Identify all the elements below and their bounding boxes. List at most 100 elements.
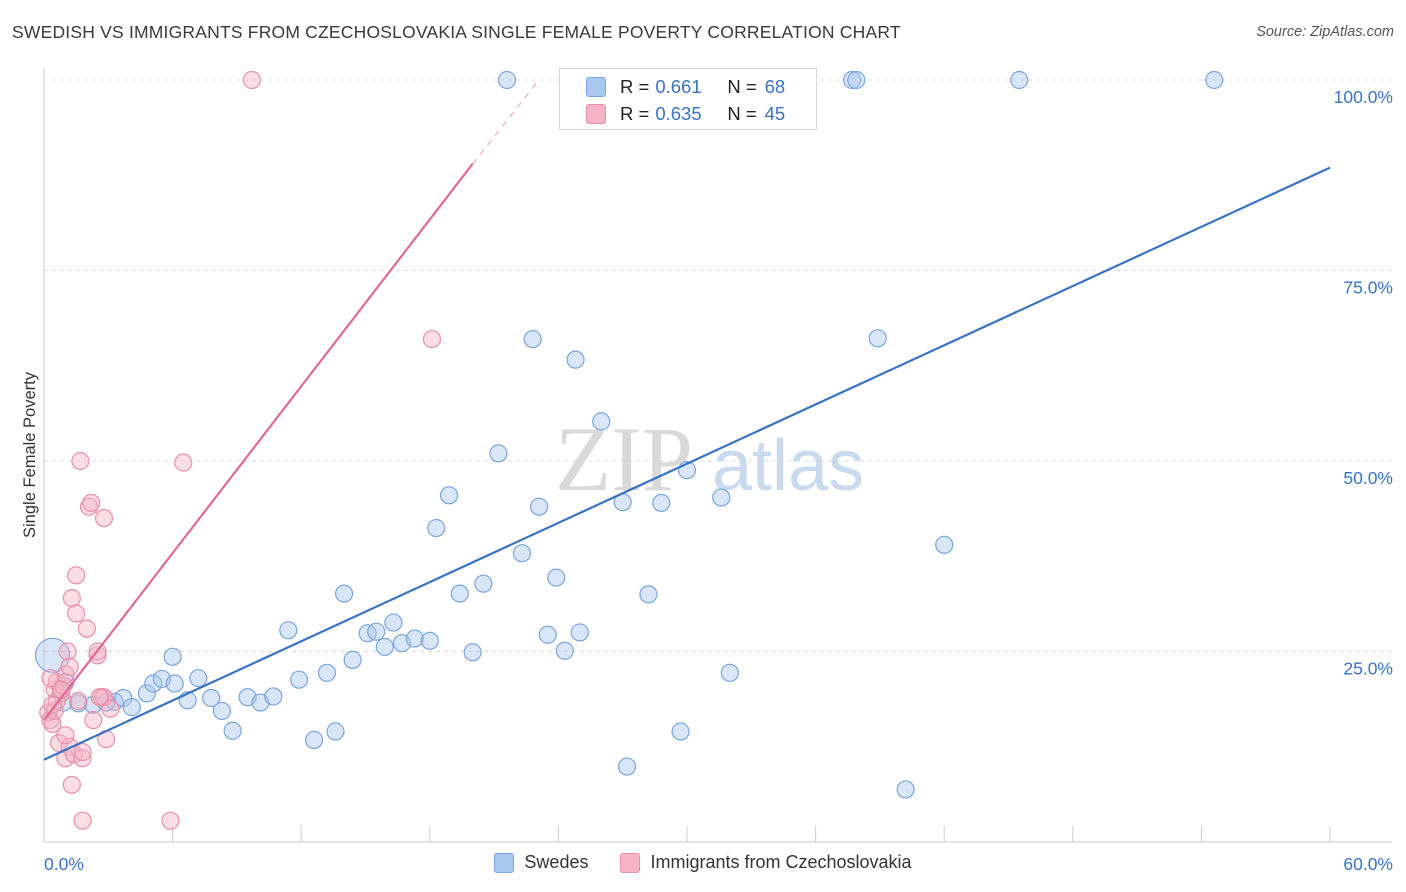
data-point-swedes [1010, 70, 1029, 90]
chart-source: Source: ZipAtlas.com [1256, 24, 1394, 40]
data-point-swedes [1205, 70, 1224, 90]
data-point-swedes [450, 584, 469, 603]
data-point-swedes [289, 670, 309, 689]
data-point-swedes [935, 535, 954, 554]
data-point-swedes [842, 70, 862, 90]
data-point-czech [69, 691, 88, 711]
data-point-swedes [144, 674, 163, 693]
data-point-swedes [566, 350, 585, 369]
data-point-swedes [343, 650, 362, 669]
data-point-czech [73, 749, 92, 768]
data-point-swedes [712, 488, 731, 507]
data-point-czech [58, 642, 77, 661]
stats-n-value: 45 [764, 103, 786, 124]
data-point-czech [62, 775, 81, 794]
data-point-swedes [555, 641, 574, 660]
data-point-swedes [137, 684, 156, 703]
data-point-swedes [223, 721, 242, 740]
data-point-swedes [163, 647, 182, 666]
data-point-czech [60, 657, 79, 676]
data-point-swedes [420, 631, 439, 650]
chart-title: SWEDISH VS IMMIGRANTS FROM CZECHOSLOVAKI… [12, 22, 901, 42]
data-point-czech [242, 70, 262, 90]
data-point-swedes [334, 584, 354, 603]
data-point-swedes [384, 613, 403, 632]
data-point-swedes [212, 701, 231, 721]
data-point-swedes [570, 623, 589, 642]
trend-line-swedes [43, 166, 1331, 761]
data-point-swedes [165, 674, 184, 693]
legend-label-czech: Immigrants from Czechoslovakia [650, 852, 912, 872]
data-point-czech [73, 742, 92, 762]
data-point-czech [49, 733, 69, 753]
legend-item-czech[interactable]: Immigrants from Czechoslovakia [620, 852, 912, 873]
data-point-czech [101, 699, 120, 718]
stats-n-value: 68 [764, 76, 786, 97]
data-point-czech [174, 453, 193, 472]
data-point-swedes [896, 780, 915, 799]
legend-item-swedes[interactable]: Swedes [494, 852, 588, 873]
data-point-swedes [439, 486, 459, 505]
data-point-swedes [367, 622, 386, 641]
data-point-czech [56, 726, 75, 745]
stats-n-label: N = [727, 103, 757, 124]
data-points [34, 70, 1224, 830]
data-point-czech [62, 589, 81, 608]
legend-swatch-czech [620, 852, 641, 873]
data-point-swedes [847, 70, 866, 90]
data-point-swedes [530, 497, 549, 516]
trend-line-czech [43, 163, 474, 721]
stats-r-label: R = [620, 103, 650, 124]
data-point-swedes [547, 568, 566, 587]
y-axis-label: Single Female Poverty [21, 371, 39, 538]
watermark-atlas: atlas [712, 426, 864, 506]
data-point-swedes [489, 444, 508, 463]
data-point-swedes [279, 621, 298, 640]
data-point-swedes [264, 687, 283, 706]
data-point-swedes [427, 518, 446, 538]
data-point-swedes [326, 722, 345, 741]
data-point-czech [41, 669, 60, 688]
data-point-czech [71, 451, 90, 471]
data-point-swedes [538, 625, 557, 644]
watermark: ZIP atlas [555, 408, 864, 510]
data-point-czech [94, 509, 114, 528]
stats-legend: R = 0.661 N = 68 R = 0.635 N = 45 [559, 68, 817, 130]
data-point-czech [43, 695, 62, 714]
data-point-swedes [122, 698, 141, 717]
data-point-swedes [523, 329, 542, 349]
data-point-swedes [317, 663, 337, 682]
data-point-czech [67, 566, 86, 585]
data-point-czech [82, 493, 101, 513]
data-point-czech [88, 646, 107, 665]
trend-line-czech-extension [472, 79, 540, 165]
data-point-swedes [720, 663, 739, 682]
data-point-swedes [639, 585, 658, 604]
data-point-swedes [512, 544, 532, 563]
data-point-swedes [652, 493, 671, 513]
data-point-czech [94, 688, 114, 707]
data-point-swedes [405, 629, 424, 648]
data-point-czech [77, 619, 96, 638]
stats-n-label: N = [727, 76, 757, 97]
grid-lines [44, 79, 1392, 652]
legend-swatch-swedes [494, 852, 515, 873]
data-point-czech [90, 688, 109, 707]
y-tick-label: 50.0% [1343, 468, 1393, 488]
data-point-swedes [463, 643, 482, 662]
legend-label-swedes: Swedes [524, 852, 589, 872]
data-point-czech [73, 811, 92, 830]
data-point-swedes [592, 412, 611, 431]
tick-labels: 25.0% 50.0% 75.0% 100.0% 0.0% 60.0% [44, 87, 1393, 874]
y-tick-label: 75.0% [1343, 278, 1393, 298]
trend-lines [43, 79, 1331, 761]
stats-row-swedes: R = 0.661 N = 68 [586, 75, 785, 99]
y-tick-label: 25.0% [1343, 659, 1393, 679]
series-legend: Swedes Immigrants from Czechoslovakia [0, 852, 1406, 873]
stats-swatch-czech [586, 104, 606, 124]
data-point-swedes [474, 574, 493, 593]
data-point-czech [161, 811, 180, 830]
data-point-swedes [375, 637, 394, 657]
stats-row-czech: R = 0.635 N = 45 [586, 102, 785, 126]
